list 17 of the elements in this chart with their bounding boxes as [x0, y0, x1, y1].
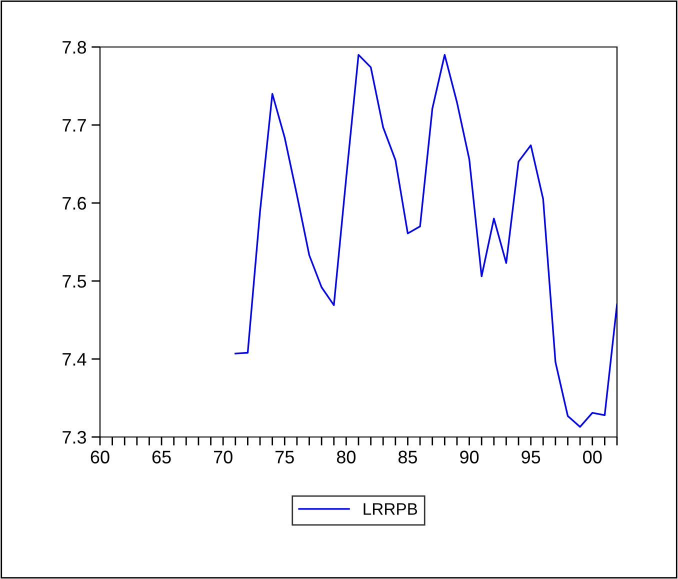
- x-tick-label: 60: [90, 450, 110, 464]
- legend-label: LRRPB: [364, 503, 418, 515]
- y-tick-label: 7.7: [62, 119, 86, 132]
- line-series: [234, 54, 617, 428]
- x-tick-label: 90: [460, 450, 479, 464]
- x-tick-label: 80: [336, 450, 356, 464]
- x-tick-label: 65: [152, 450, 171, 464]
- y-tick-label: 7.8: [62, 40, 86, 54]
- y-tick-label: 7.6: [62, 196, 86, 210]
- y-tick-label: 7.4: [62, 353, 86, 366]
- x-tick-label: 95: [522, 450, 540, 464]
- x-tick-label: 00: [583, 450, 602, 464]
- x-tick-label: 85: [398, 450, 418, 464]
- y-tick-label: 7.3: [62, 430, 86, 444]
- x-tick-label: 70: [214, 450, 232, 464]
- x-tick-label: 75: [276, 450, 294, 464]
- y-tick-label: 7.5: [62, 275, 86, 288]
